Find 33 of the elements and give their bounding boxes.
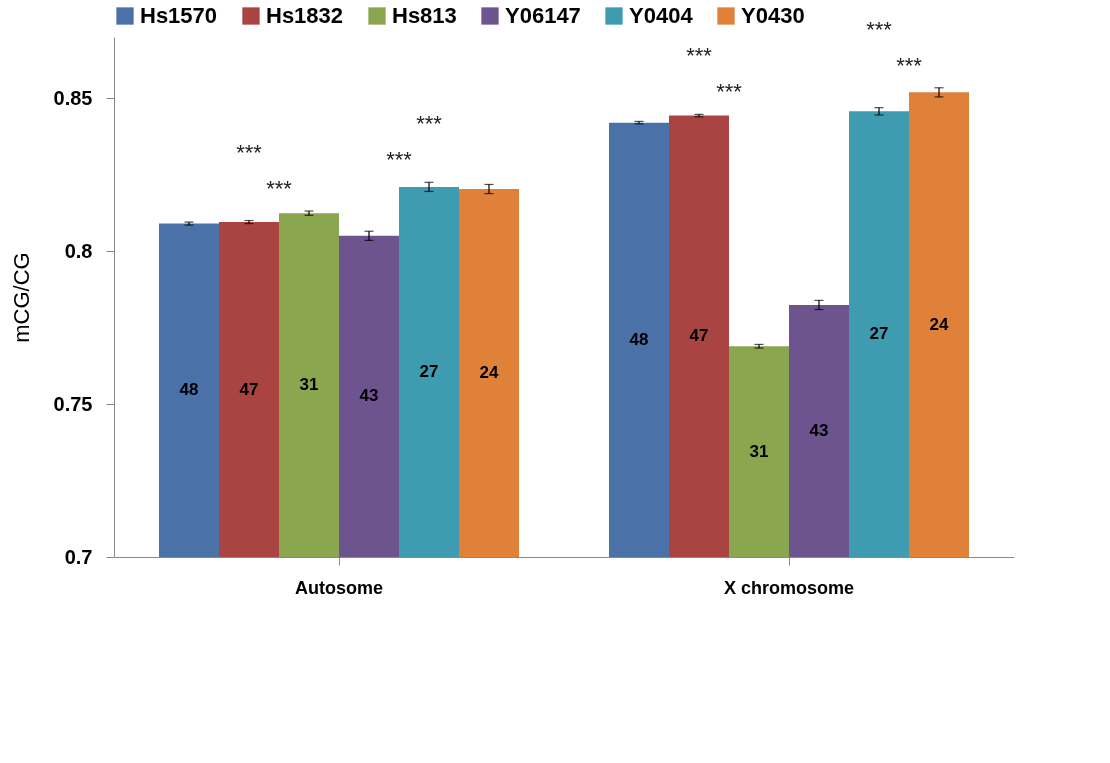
annotation: *** xyxy=(386,147,413,173)
annotation: 43 xyxy=(809,420,829,440)
annotation: 31 xyxy=(299,375,319,395)
annotation: 27 xyxy=(419,361,439,381)
legend-label: Y06147 xyxy=(505,3,581,28)
annotation: 24 xyxy=(929,314,949,334)
annotation: 47 xyxy=(689,326,709,346)
annotation: *** xyxy=(866,16,893,42)
legend-label: Hs1832 xyxy=(266,3,344,28)
y-tick-label: 0.8 xyxy=(64,239,93,262)
annotation: 48 xyxy=(179,380,199,400)
annotation: 31 xyxy=(749,441,769,461)
annotation: 27 xyxy=(869,324,889,344)
annotation: *** xyxy=(716,79,743,105)
annotation: *** xyxy=(686,43,713,69)
x-tick-label: Autosome xyxy=(294,577,384,598)
annotation: *** xyxy=(236,140,263,166)
annotation: 24 xyxy=(479,363,499,383)
annotation: *** xyxy=(416,111,443,137)
annotation: 48 xyxy=(629,329,649,349)
legend-label: Hs1570 xyxy=(140,3,218,28)
x-tick-label: X chromosome xyxy=(723,577,855,598)
annotation: *** xyxy=(896,52,923,78)
annotation: *** xyxy=(266,176,293,202)
legend-label: Y0404 xyxy=(629,3,694,28)
y-tick-label: 0.7 xyxy=(64,545,93,568)
legend-label: Y0430 xyxy=(741,3,805,28)
y-tick-label: 0.75 xyxy=(53,392,93,415)
annotation: 43 xyxy=(359,386,379,406)
annotation: 47 xyxy=(239,379,259,399)
y-axis-title: mCG/CG xyxy=(8,252,34,343)
legend-label: Hs813 xyxy=(392,3,457,28)
y-tick-label: 0.85 xyxy=(53,86,93,109)
